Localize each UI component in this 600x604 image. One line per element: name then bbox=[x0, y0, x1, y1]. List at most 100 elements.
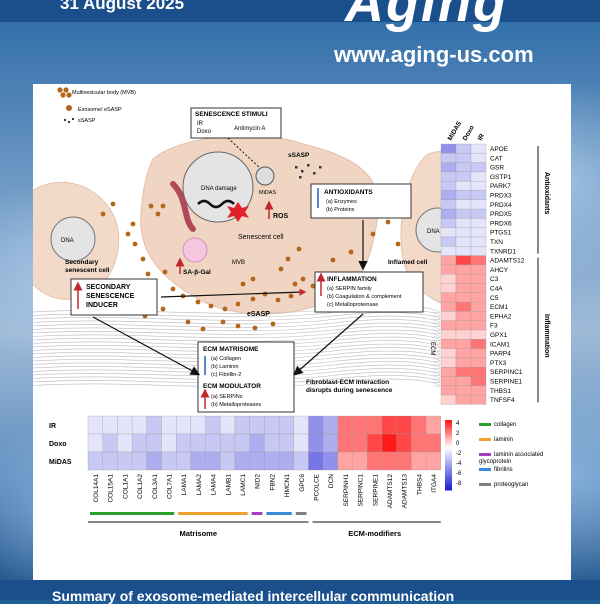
right-heatmap-cell bbox=[470, 311, 487, 321]
right-heatmap-cell bbox=[470, 218, 487, 228]
exosome-dot bbox=[222, 306, 228, 312]
ecm-fiber bbox=[32, 336, 441, 346]
bottom-heatmap-gene-label: ITGA4 bbox=[431, 474, 438, 493]
bottom-heatmap-gene-label: THBS4 bbox=[416, 474, 423, 495]
right-heatmap-cell bbox=[455, 320, 472, 331]
right-heatmap-gene-label: AHCY bbox=[490, 267, 509, 274]
legend-ssasp-mark bbox=[72, 118, 74, 120]
bottom-heatmap-cell bbox=[161, 433, 177, 453]
ecm-fiber bbox=[32, 312, 441, 321]
ecm-fiber bbox=[32, 357, 441, 367]
bottom-heatmap-cell bbox=[293, 433, 309, 453]
mvb-label: MVB bbox=[232, 260, 245, 266]
exosome-dot bbox=[140, 256, 146, 262]
bottom-heatmap-cell bbox=[425, 433, 441, 453]
exosome-dot bbox=[235, 323, 241, 329]
exosome-dot bbox=[132, 241, 138, 247]
color-scale-step bbox=[445, 479, 452, 483]
bottom-heatmap-cell bbox=[249, 433, 265, 453]
arrow-secondary-to-ecm bbox=[92, 316, 201, 376]
exosome-dot bbox=[130, 221, 136, 227]
ssasp-label: sSASP bbox=[288, 152, 310, 159]
right-heatmap-cell bbox=[470, 246, 487, 256]
color-scale-step bbox=[445, 422, 452, 426]
exosome-dots bbox=[100, 164, 401, 332]
right-heatmap-gene-label: ECM1 bbox=[490, 304, 508, 311]
exosome-dot bbox=[250, 296, 256, 302]
bottom-heatmap-cell bbox=[381, 451, 397, 471]
bottom-heatmap-cell bbox=[161, 415, 177, 435]
exosome-dot bbox=[100, 211, 106, 217]
bottom-heatmap-row-label: MiDAS bbox=[49, 459, 72, 466]
matrisome-item: (a) Collagen bbox=[211, 356, 241, 362]
damage-star bbox=[227, 202, 249, 222]
bottom-heatmap-cell bbox=[176, 433, 192, 453]
class-legend-label: glycoprotein bbox=[479, 459, 511, 465]
right-heatmap-cell bbox=[470, 385, 487, 396]
inflamed-cell-label: Inflamed cell bbox=[388, 259, 428, 266]
legend-ssasp-mark bbox=[64, 119, 66, 121]
right-heatmap-cell bbox=[470, 199, 487, 210]
exosome-dot bbox=[275, 297, 281, 303]
bottom-heatmap-gene-label: COL1A2 bbox=[137, 474, 144, 499]
right-heatmap-cell bbox=[455, 171, 472, 182]
journal-url[interactable]: www.aging-us.com bbox=[334, 42, 534, 67]
inflammation-item: (b) Coagulation & complement bbox=[327, 294, 402, 300]
ros-label: ROS bbox=[273, 213, 289, 220]
color-scale-step bbox=[445, 476, 452, 480]
bottom-heatmap-cell bbox=[205, 451, 221, 471]
bottom-heatmap-cell bbox=[249, 451, 265, 471]
right-heatmap-cell bbox=[470, 153, 487, 163]
right-heatmap-cell bbox=[470, 301, 487, 312]
legend-exosome-dot bbox=[66, 105, 72, 111]
bottom-heatmap-cell bbox=[278, 433, 294, 453]
right-heatmap-cell bbox=[455, 264, 472, 275]
bottom-heatmap-cell bbox=[352, 415, 368, 435]
color-scale-step bbox=[445, 446, 452, 451]
color-scale-step bbox=[445, 484, 452, 488]
right-heatmap-cell bbox=[440, 357, 457, 368]
figure-svg: Multivesicular body (MVB) Exosome/ eSASP… bbox=[27, 87, 550, 538]
right-heatmap-gene-label: PRDX6 bbox=[490, 220, 512, 227]
right-heatmap-cell bbox=[470, 227, 487, 238]
bottom-heatmap-gene-label: COL15A1 bbox=[108, 474, 115, 503]
bottom-heatmap-cell bbox=[220, 415, 236, 435]
sa-gal-label: SA-β-Gal bbox=[183, 269, 211, 276]
issue-date: 31 August 2025 bbox=[60, 0, 185, 13]
right-heatmap-cell bbox=[440, 264, 457, 275]
right-heatmap-gene-label: PRDX5 bbox=[490, 211, 512, 218]
legend-mvb-dot bbox=[57, 87, 63, 93]
figure-card: Multivesicular body (MVB) Exosome/ eSASP… bbox=[27, 84, 571, 586]
right-heatmap-cell bbox=[440, 208, 457, 219]
bottom-heatmap-cell bbox=[278, 451, 294, 471]
modulator-item: (b) Metalloproteases bbox=[211, 402, 261, 408]
ssasp-mark bbox=[301, 170, 304, 173]
bottom-heatmap-cell bbox=[234, 451, 250, 471]
exosome-dot bbox=[200, 326, 206, 332]
right-heatmap-cell bbox=[470, 357, 487, 368]
right-heatmap-cell bbox=[440, 227, 457, 238]
right-heatmap-cell bbox=[455, 274, 472, 284]
color-scale-tick: 4 bbox=[456, 421, 460, 427]
exosome-dot bbox=[330, 257, 336, 263]
right-heatmap-gene-label: TXN bbox=[490, 239, 503, 246]
bottom-heatmap-gene-label: SERPINC1 bbox=[358, 474, 365, 507]
bottom-heatmap-gene-label: COL14A1 bbox=[93, 474, 100, 503]
right-heatmap-cell bbox=[470, 329, 487, 340]
right-heatmap-cell bbox=[440, 246, 457, 256]
right-heatmap-gene-label: EPHA2 bbox=[490, 313, 512, 320]
bottom-heatmap-cell bbox=[190, 415, 206, 435]
bottom-heatmap-cell bbox=[87, 415, 103, 435]
right-heatmap-cell bbox=[440, 367, 457, 377]
right-heatmap-cell bbox=[470, 376, 487, 386]
right-heatmap-cell bbox=[455, 246, 472, 256]
right-heatmap-cell bbox=[470, 264, 487, 275]
bottom-heatmap: IR Doxo MiDAS COL14A1 COL15A1 COL1A1 COL1A2 COL… bbox=[49, 415, 543, 538]
ssasp-mark bbox=[307, 164, 310, 167]
journal-logo: Aging bbox=[345, 0, 508, 33]
group-label-ecm-modifiers: ECM-modifiers bbox=[348, 529, 401, 538]
bottom-heatmap-cell bbox=[425, 451, 441, 471]
legend-mvb-dot bbox=[63, 87, 69, 93]
bottom-heatmap-row-label: IR bbox=[49, 423, 56, 430]
mitochondria bbox=[170, 181, 196, 232]
